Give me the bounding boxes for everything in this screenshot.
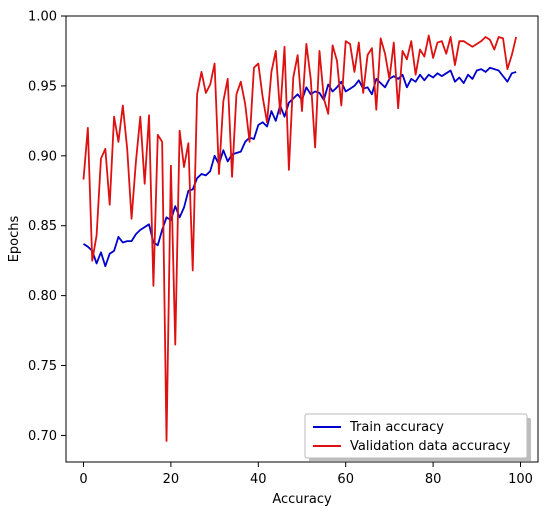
y-tick-label: 0.85 [28, 219, 57, 234]
x-tick-label: 100 [508, 472, 533, 487]
series-line-validation-data-accuracy [82, 34, 518, 442]
y-axis: 0.70 0.75 0.80 0.85 0.90 0.95 1.00 [28, 10, 66, 444]
x-tick-label: 0 [79, 472, 87, 487]
x-axis-label: Accuracy [272, 492, 332, 507]
legend-label-validation-data-accuracy: Validation data accuracy [350, 439, 511, 454]
legend: Train accuracy Validation data accuracy [304, 413, 531, 462]
y-tick-label: 0.95 [28, 79, 57, 94]
legend-box [304, 413, 528, 459]
series-layer [82, 34, 518, 442]
x-tick-label: 40 [250, 472, 267, 487]
x-tick-label: 80 [425, 472, 442, 487]
x-tick-label: 20 [163, 472, 180, 487]
y-tick-label: 0.70 [28, 429, 57, 444]
y-tick-label: 0.90 [28, 149, 57, 164]
y-tick-label: 0.80 [28, 289, 57, 304]
x-axis: 0 20 40 60 80 100 [79, 462, 533, 487]
y-tick-label: 0.75 [28, 359, 57, 374]
series-line-train-accuracy [82, 66, 517, 268]
plot-frame [65, 15, 539, 463]
legend-label-train-accuracy: Train accuracy [349, 420, 444, 435]
y-tick-label: 1.00 [28, 10, 57, 25]
x-tick-label: 60 [337, 472, 354, 487]
y-axis-label: Epochs [7, 215, 22, 262]
